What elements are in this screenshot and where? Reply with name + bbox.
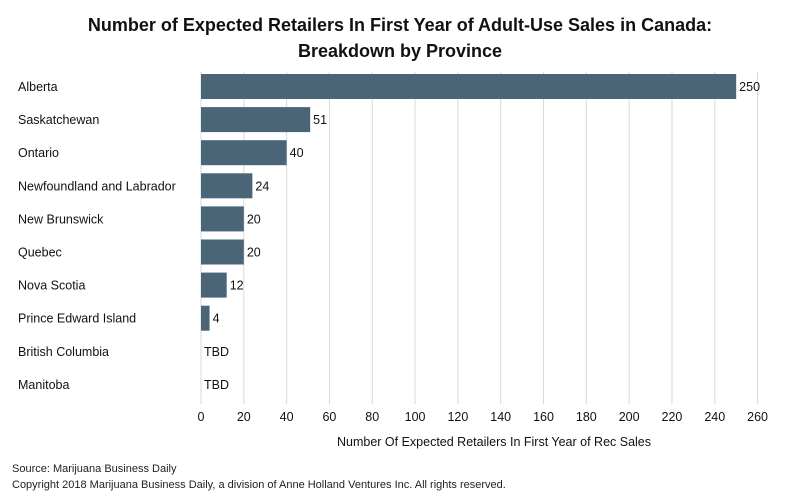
category-label: Newfoundland and Labrador xyxy=(18,179,176,193)
bar xyxy=(201,140,287,166)
value-label: 250 xyxy=(739,80,760,94)
bars xyxy=(201,74,737,331)
x-tick-label: 160 xyxy=(533,410,554,424)
category-label: Saskatchewan xyxy=(18,113,99,127)
value-label: 24 xyxy=(255,179,269,193)
value-label: 20 xyxy=(247,246,261,260)
x-tick-label: 180 xyxy=(576,410,597,424)
value-label: TBD xyxy=(204,378,229,392)
x-tick-label: 40 xyxy=(280,410,294,424)
copyright-note: Copyright 2018 Marijuana Business Daily,… xyxy=(12,479,506,491)
value-label: TBD xyxy=(204,345,229,359)
bar xyxy=(201,305,210,331)
chart-title-line-2: Breakdown by Province xyxy=(297,41,503,61)
category-label: Prince Edward Island xyxy=(18,312,136,326)
x-tick-label: 260 xyxy=(747,410,768,424)
x-tick-label: 60 xyxy=(322,410,336,424)
x-tick-label: 200 xyxy=(619,410,640,424)
x-tick-label: 220 xyxy=(662,410,683,424)
source-note: Source: Marijuana Business Daily xyxy=(12,463,177,475)
category-label: Alberta xyxy=(18,80,58,94)
value-label: 20 xyxy=(247,212,261,226)
bar xyxy=(201,239,244,265)
bar xyxy=(201,74,737,99)
x-tick-label: 120 xyxy=(447,410,468,424)
x-tick-label: 140 xyxy=(490,410,511,424)
chart-footer: Source: Marijuana Business Daily Copyrig… xyxy=(12,461,506,493)
category-label: Quebec xyxy=(18,246,62,260)
x-axis-label: Number Of Expected Retailers In First Ye… xyxy=(337,435,651,449)
bar xyxy=(201,206,244,232)
value-label: 12 xyxy=(230,279,244,293)
bar xyxy=(201,107,311,133)
value-label: 51 xyxy=(313,113,327,127)
category-label: Nova Scotia xyxy=(18,279,85,293)
x-tick-label: 0 xyxy=(198,410,205,424)
x-tick-label: 240 xyxy=(704,410,725,424)
value-label: 40 xyxy=(290,146,304,160)
chart-title: Number of Expected Retailers In First Ye… xyxy=(0,12,800,64)
value-labels: 250 51 40 24 20 20 12 4 TBD TBD xyxy=(204,80,760,392)
value-label: 4 xyxy=(213,312,220,326)
x-tick-label: 80 xyxy=(365,410,379,424)
bar xyxy=(201,173,253,199)
x-tick-labels: 0 20 40 60 80 100 120 140 160 180 200 220 240 260 xyxy=(198,410,769,424)
category-labels: Alberta Saskatchewan Ontario Newfoundland a… xyxy=(18,80,176,392)
category-label: British Columbia xyxy=(18,345,109,359)
bar xyxy=(201,272,227,298)
category-label: Ontario xyxy=(18,146,59,160)
x-tick-label: 20 xyxy=(237,410,251,424)
x-tick-label: 100 xyxy=(405,410,426,424)
category-label: Manitoba xyxy=(18,378,69,392)
chart-title-line-1: Number of Expected Retailers In First Ye… xyxy=(87,15,713,35)
category-label: New Brunswick xyxy=(18,212,104,226)
